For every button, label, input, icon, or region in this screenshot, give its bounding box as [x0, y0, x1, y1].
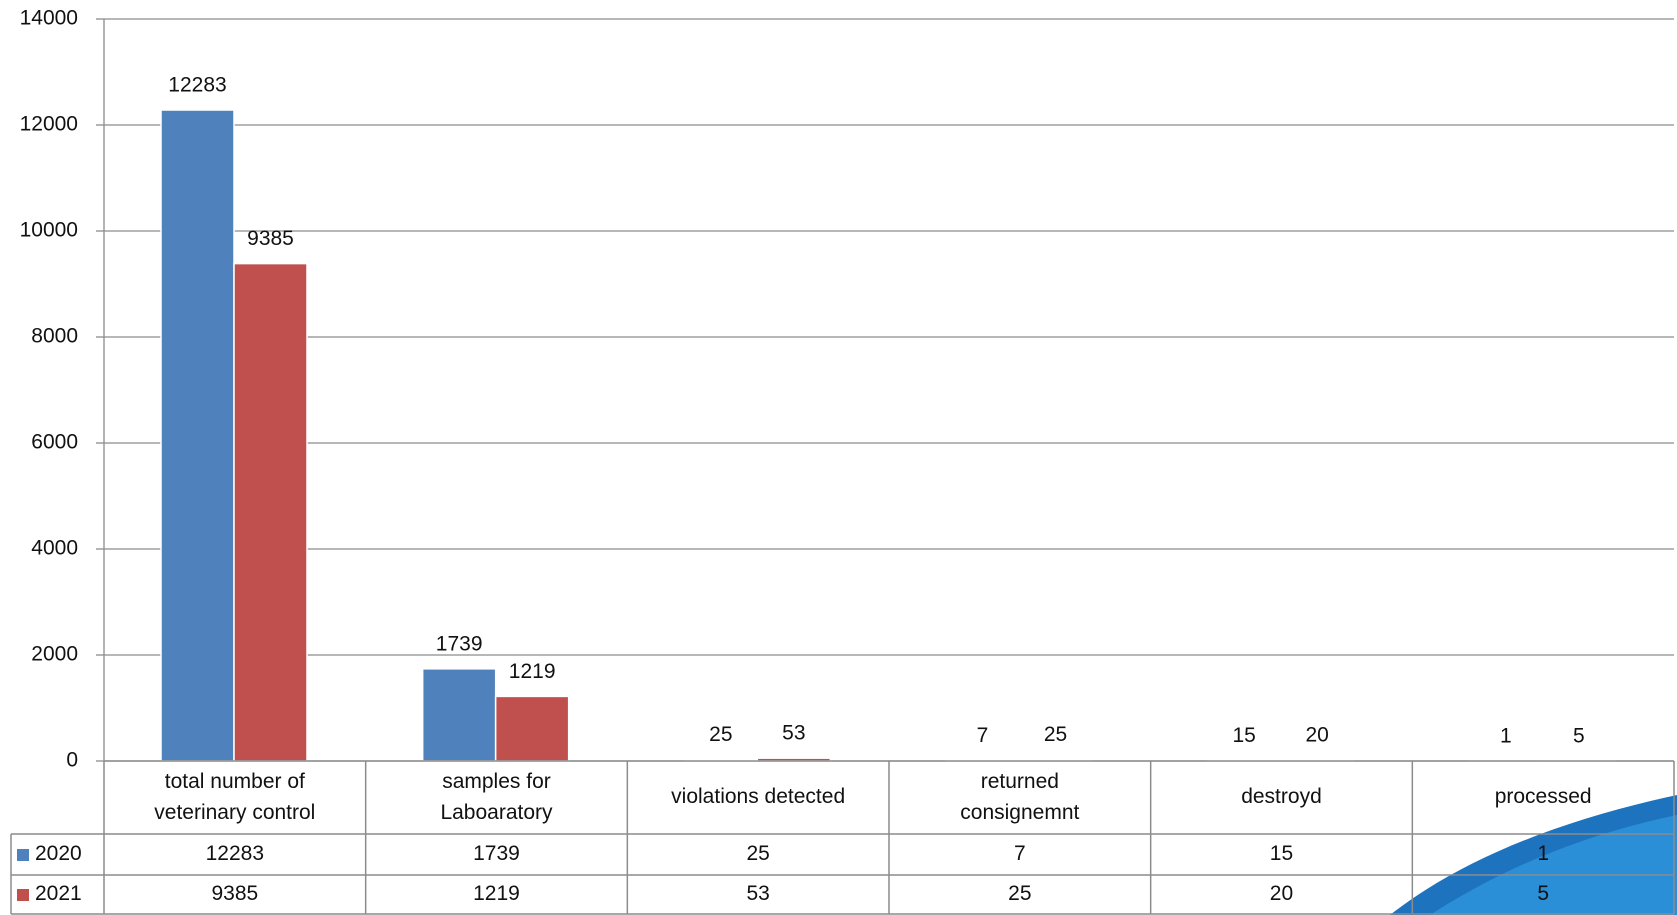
- table-value: 1: [1537, 842, 1549, 866]
- x-tick-label: total number of veterinary control: [154, 770, 316, 824]
- data-label: 15: [1232, 724, 1255, 747]
- y-tick-label: 0: [66, 749, 78, 772]
- decor-swoosh: [1430, 815, 1677, 915]
- x-tick-label: processed: [1494, 785, 1592, 809]
- y-tick-label: 6000: [31, 431, 78, 454]
- bar: [494, 695, 570, 762]
- data-label: 25: [1044, 723, 1067, 746]
- legend-label: 2020: [35, 842, 82, 866]
- y-tick-label: 8000: [31, 325, 78, 348]
- data-label: 1219: [509, 660, 556, 683]
- data-label: 1: [1500, 724, 1512, 747]
- data-label: 1739: [436, 632, 483, 655]
- x-tick-label: violations detected: [671, 785, 846, 809]
- legend-swatch: [17, 888, 29, 901]
- data-label: 7: [977, 724, 989, 747]
- table-value: 12283: [205, 842, 265, 866]
- y-tick-label: 4000: [31, 537, 78, 560]
- x-tick-label: samples for Laboaratory: [440, 770, 553, 824]
- y-tick-label: 12000: [20, 113, 78, 136]
- data-label: 12283: [168, 74, 226, 97]
- table-value: 53: [746, 882, 770, 906]
- table-value: 9385: [211, 882, 259, 906]
- table-value: 15: [1269, 842, 1294, 866]
- bar: [160, 109, 235, 762]
- y-tick-label: 2000: [31, 643, 78, 666]
- table-value: 20: [1269, 882, 1294, 906]
- legend-label: 2021: [35, 882, 82, 906]
- legend-entry: 2021: [11, 875, 104, 914]
- table-value: 7: [1013, 842, 1026, 866]
- bar: [233, 262, 308, 762]
- data-label: 53: [782, 722, 805, 745]
- table-value: 25: [1008, 882, 1032, 906]
- y-tick-label: 14000: [20, 7, 78, 30]
- legend-entry: 2020: [11, 834, 104, 875]
- y-tick-label: 10000: [20, 219, 78, 242]
- data-label: 20: [1305, 723, 1328, 746]
- bar: [421, 668, 497, 762]
- table-value: 1739: [473, 842, 520, 866]
- data-label: 25: [709, 723, 732, 746]
- legend-swatch: [17, 848, 29, 861]
- table-value: 5: [1537, 882, 1549, 906]
- data-label: 5: [1573, 724, 1585, 747]
- x-tick-label: destroyd: [1241, 785, 1322, 809]
- table-value: 25: [746, 842, 770, 866]
- data-label: 9385: [247, 227, 294, 250]
- table-value: 1219: [473, 882, 520, 906]
- x-tick-label: returned consignemnt: [960, 770, 1080, 824]
